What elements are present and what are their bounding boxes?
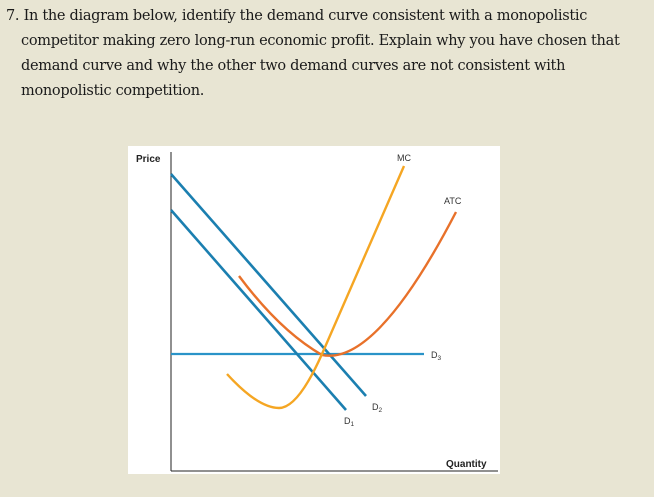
question-line-1: 7. In the diagram below, identify the de… [6,8,588,24]
x-axis-label: Quantity [446,459,487,470]
question-number: 7. [6,8,20,24]
question-line-4: monopolistic competition. [21,83,205,99]
d2-curve [170,173,367,397]
question-line-2: competitor making zero long-run economic… [21,33,620,49]
atc-label: ATC [444,196,462,206]
mc-curve [226,165,406,410]
question-text: 7. In the diagram below, identify the de… [6,4,646,104]
diagram-svg: Price Quantity D3 D1 D2 ATC MC [136,152,498,472]
d1-curve [170,209,347,411]
question-line-3: demand curve and why the other two deman… [21,58,566,74]
d1-label: D1 [344,416,355,428]
mc-label: MC [397,153,411,163]
economics-diagram: Price Quantity D3 D1 D2 ATC MC [128,146,500,474]
y-axis-label: Price [136,154,161,165]
d3-label: D3 [431,350,442,362]
atc-curve [238,211,458,357]
d2-label: D2 [372,402,383,414]
